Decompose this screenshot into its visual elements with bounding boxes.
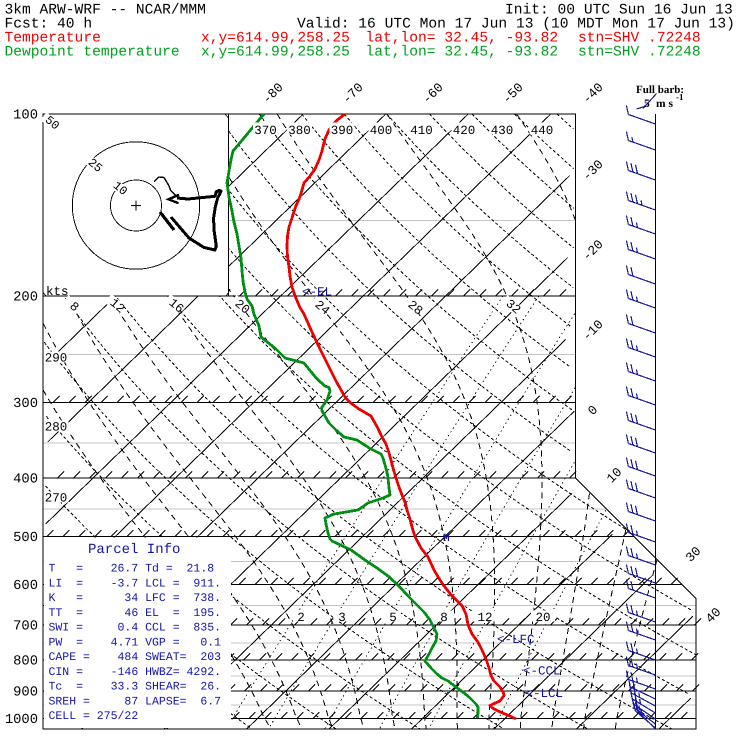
- svg-text:stn=SHV .72248: stn=SHV .72248: [578, 31, 701, 47]
- svg-text:LI = -3.7 LCL = 911.: LI = -3.7 LCL = 911.: [49, 577, 222, 590]
- svg-text:5: 5: [644, 98, 650, 110]
- svg-text:8: 8: [440, 611, 448, 625]
- svg-text:CIN = -146 HWBZ= 4292.: CIN = -146 HWBZ= 4292.: [49, 666, 222, 679]
- svg-text:Valid: 16 UTC Mon 17 Jun 13 (1: Valid: 16 UTC Mon 17 Jun 13 (10 MDT Mon …: [297, 17, 735, 33]
- svg-text:lat,lon= 32.45, -93.82: lat,lon= 32.45, -93.82: [366, 45, 559, 61]
- svg-text:430: 430: [491, 124, 514, 138]
- svg-text:TT = 46 EL = 195.: TT = 46 EL = 195.: [49, 607, 222, 620]
- svg-text:440: 440: [531, 124, 554, 138]
- svg-text:SREH = 87 LAPSE= 6.7: SREH = 87 LAPSE= 6.7: [49, 695, 222, 708]
- svg-text:380: 380: [288, 124, 311, 138]
- svg-text:800: 800: [13, 655, 38, 670]
- svg-text:900: 900: [13, 685, 38, 700]
- svg-text:600: 600: [13, 579, 38, 594]
- svg-text:<-LFC: <-LFC: [497, 633, 535, 647]
- svg-text:CELL = 275/22: CELL = 275/22: [49, 710, 139, 723]
- svg-text:Fcst: 40 h: Fcst: 40 h: [5, 17, 93, 33]
- svg-text:<-CCL: <-CCL: [523, 665, 561, 679]
- svg-text:Dewpoint temperature: Dewpoint temperature: [5, 45, 180, 61]
- svg-text:420: 420: [453, 124, 476, 138]
- svg-text:370: 370: [254, 124, 277, 138]
- svg-text:PW = 4.71 VGP = 0.1: PW = 4.71 VGP = 0.1: [49, 636, 222, 649]
- svg-text:400: 400: [370, 124, 393, 138]
- svg-text:stn=SHV .72248: stn=SHV .72248: [578, 45, 701, 61]
- svg-text:Init: 00 UTC Sun 16 Jun 13: Init: 00 UTC Sun 16 Jun 13: [505, 3, 733, 19]
- svg-text:2: 2: [297, 611, 305, 625]
- svg-text:SWI = 0.4 CCL = 835.: SWI = 0.4 CCL = 835.: [49, 622, 222, 635]
- svg-text:<-EL: <-EL: [302, 286, 332, 300]
- svg-text:410: 410: [410, 124, 433, 138]
- svg-text:Temperature: Temperature: [5, 31, 101, 47]
- svg-text:3km ARW-WRF -- NCAR/MMM: 3km ARW-WRF -- NCAR/MMM: [5, 3, 206, 19]
- svg-text:200: 200: [13, 291, 38, 306]
- svg-text:20: 20: [535, 611, 550, 625]
- svg-text:<-LCL: <-LCL: [526, 687, 564, 701]
- svg-text:T = 26.7 Td = 21.8: T = 26.7 Td = 21.8: [49, 563, 215, 576]
- svg-text:Tc = 33.3 SHEAR= 26.: Tc = 33.3 SHEAR= 26.: [49, 681, 222, 694]
- svg-text:M: M: [443, 533, 450, 545]
- svg-text:12: 12: [477, 611, 492, 625]
- svg-text:5: 5: [389, 611, 397, 625]
- svg-text:1000: 1000: [5, 713, 38, 728]
- svg-text:280: 280: [45, 421, 68, 435]
- svg-text:lat,lon= 32.45, -93.82: lat,lon= 32.45, -93.82: [366, 31, 559, 47]
- svg-text:x,y=614.99,258.25: x,y=614.99,258.25: [201, 31, 350, 47]
- svg-text:Full barb:: Full barb:: [636, 84, 684, 96]
- svg-text:270: 270: [45, 492, 68, 506]
- svg-text:400: 400: [13, 473, 38, 488]
- svg-text:290: 290: [45, 352, 68, 366]
- svg-text:m s: m s: [656, 98, 673, 110]
- svg-text:390: 390: [331, 124, 354, 138]
- svg-text:100: 100: [13, 109, 38, 124]
- svg-text:300: 300: [13, 397, 38, 412]
- svg-text:CAPE = 484 SWEAT= 203: CAPE = 484 SWEAT= 203: [49, 651, 222, 664]
- svg-text:3: 3: [338, 611, 346, 625]
- svg-text:x,y=614.99,258.25: x,y=614.99,258.25: [201, 45, 350, 61]
- svg-text:-1: -1: [676, 92, 684, 102]
- svg-text:kts: kts: [46, 285, 69, 299]
- svg-text:K = 34 LFC = 738.: K = 34 LFC = 738.: [49, 592, 222, 605]
- svg-text:700: 700: [13, 619, 38, 634]
- svg-text:Parcel Info: Parcel Info: [88, 542, 180, 558]
- svg-text:500: 500: [13, 531, 38, 546]
